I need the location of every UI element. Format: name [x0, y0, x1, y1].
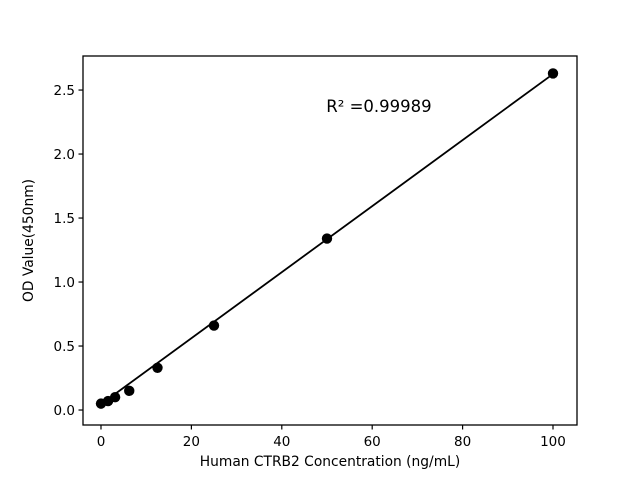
plot-border: [82, 55, 578, 426]
y-tick-label: 2.5: [54, 83, 75, 99]
x-tick-label: 100: [540, 434, 566, 450]
y-tick-label: 0.5: [54, 339, 75, 355]
data-point: [109, 392, 121, 403]
x-tick-label: 80: [454, 434, 471, 450]
x-tick-label: 0: [97, 434, 106, 450]
data-point: [321, 233, 333, 244]
data-point: [547, 68, 559, 79]
r-squared-annotation: R² =0.99989: [326, 97, 431, 116]
x-tick-label: 20: [183, 434, 200, 450]
data-point: [124, 385, 135, 397]
y-axis-label: OD Value(450nm): [21, 179, 37, 302]
y-tick-label: 1.0: [54, 275, 75, 291]
data-point: [152, 362, 163, 373]
x-tick-label: 60: [364, 434, 381, 450]
y-tick-label: 0.0: [54, 403, 75, 419]
x-axis-label: Human CTRB2 Concentration (ng/mL): [200, 454, 460, 470]
x-tick-label: 40: [273, 434, 290, 450]
data-point: [208, 320, 220, 331]
y-tick-label: 2.0: [54, 147, 75, 163]
y-tick-label: 1.5: [54, 211, 75, 227]
